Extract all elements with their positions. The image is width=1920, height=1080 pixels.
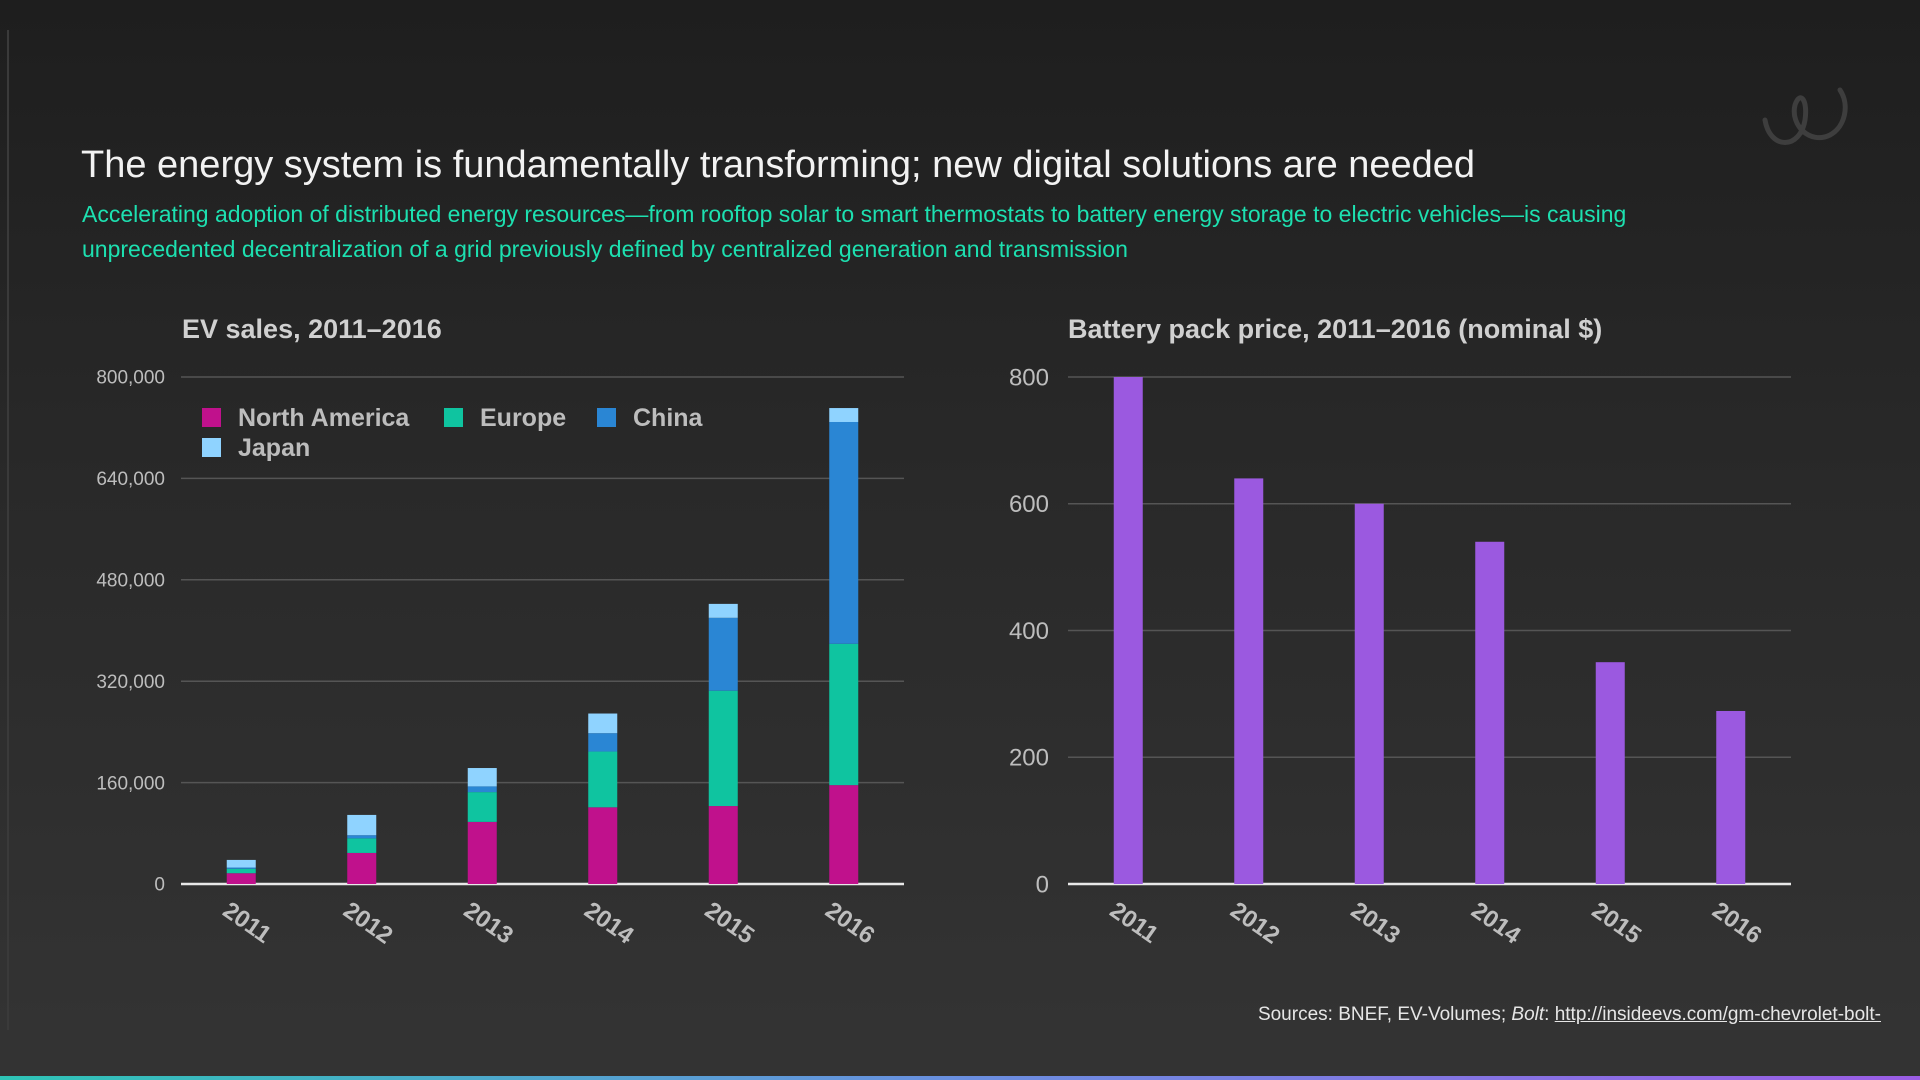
- sources-note: Sources: BNEF, EV-Volumes; Bolt: http://…: [1258, 1004, 1881, 1026]
- sources-link[interactable]: http://insideevs.com/gm-chevrolet-bolt-: [1554, 1004, 1881, 1025]
- bar-japan-2015: [708, 603, 738, 618]
- legend-swatch-europe: [444, 408, 463, 427]
- bar-europe-2016: [829, 643, 859, 786]
- bottom-strip: [0, 1032, 1920, 1076]
- bar-china-2014: [588, 733, 618, 752]
- bar-china-2015: [708, 617, 738, 691]
- bar-japan-2012: [347, 814, 377, 836]
- x-tick-label: 2011: [1105, 897, 1163, 949]
- battery-chart-title: Battery pack price, 2011–2016 (nominal $…: [1068, 314, 1603, 344]
- slide-subtitle: Accelerating adoption of distributed ene…: [82, 201, 1627, 262]
- y-tick-label: 400: [1009, 618, 1049, 645]
- bar-north-america-2014: [588, 807, 618, 884]
- sources-italic: Bolt: [1511, 1004, 1545, 1025]
- bar-2014: [1475, 541, 1505, 884]
- sources-text: Sources: BNEF, EV-Volumes;: [1257, 1004, 1512, 1025]
- bar-europe-2013: [467, 792, 497, 822]
- bar-2013: [1354, 503, 1384, 884]
- y-tick-label: 640,000: [96, 469, 165, 490]
- x-tick-label: 2011: [218, 897, 276, 949]
- bottom-accent-line: [0, 1076, 1920, 1080]
- x-tick-label: 2013: [459, 897, 518, 950]
- bar-north-america-2016: [829, 785, 859, 884]
- bar-europe-2011: [226, 868, 256, 874]
- legend-swatch-north-america: [202, 408, 221, 427]
- x-tick-label: 2013: [1346, 897, 1405, 950]
- x-tick-label: 2012: [338, 897, 397, 950]
- slide-edge: [7, 30, 9, 1030]
- bar-north-america-2011: [226, 873, 256, 884]
- x-tick-label: 2016: [1707, 897, 1766, 950]
- legend-label: China: [633, 404, 704, 432]
- legend-swatch-japan: [202, 438, 221, 457]
- bar-japan-2013: [467, 768, 497, 787]
- bar-china-2013: [467, 786, 497, 793]
- legend-label: Europe: [480, 404, 566, 432]
- legend-label: North America: [238, 404, 410, 432]
- script-logo-icon: [1760, 80, 1855, 155]
- bar-2016: [1716, 710, 1746, 884]
- bar-europe-2014: [588, 751, 618, 808]
- bar-2015: [1595, 662, 1625, 884]
- y-tick-label: 160,000: [96, 773, 165, 794]
- bar-japan-2011: [226, 859, 256, 868]
- bar-north-america-2012: [347, 852, 377, 884]
- ev-chart-title: EV sales, 2011–2016: [182, 314, 442, 344]
- bar-north-america-2013: [467, 821, 497, 884]
- y-tick-label: 320,000: [96, 672, 165, 693]
- y-tick-label: 800: [1009, 364, 1049, 391]
- y-tick-label: 800,000: [96, 368, 165, 389]
- x-tick-label: 2016: [820, 897, 879, 950]
- bar-europe-2012: [347, 838, 377, 853]
- x-tick-label: 2014: [579, 897, 639, 950]
- bar-japan-2014: [588, 713, 618, 734]
- bar-europe-2015: [708, 690, 738, 807]
- bar-japan-2016: [829, 408, 859, 422]
- x-tick-label: 2014: [1466, 897, 1526, 950]
- bar-2012: [1234, 478, 1264, 884]
- y-tick-label: 0: [1036, 871, 1049, 898]
- bar-china-2011: [226, 867, 256, 869]
- sources-sep: :: [1544, 1004, 1555, 1025]
- legend-label: Japan: [238, 434, 310, 462]
- bar-china-2016: [829, 421, 859, 644]
- legend-swatch-china: [597, 408, 616, 427]
- y-tick-label: 600: [1009, 491, 1049, 518]
- bar-china-2012: [347, 835, 377, 839]
- x-tick-label: 2015: [1587, 897, 1646, 950]
- bar-2011: [1113, 377, 1143, 884]
- x-tick-label: 2015: [700, 897, 759, 950]
- y-tick-label: 480,000: [96, 570, 165, 591]
- x-tick-label: 2012: [1225, 897, 1284, 950]
- y-tick-label: 200: [1009, 745, 1049, 772]
- y-tick-label: 0: [154, 875, 165, 896]
- bar-north-america-2015: [708, 806, 738, 884]
- slide-title: The energy system is fundamentally trans…: [81, 144, 1476, 186]
